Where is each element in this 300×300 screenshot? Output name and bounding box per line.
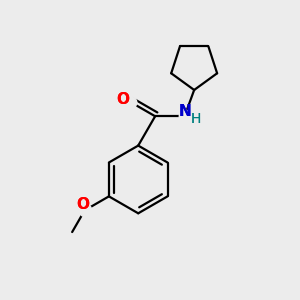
Text: N: N	[179, 104, 192, 119]
Text: H: H	[190, 112, 201, 126]
Text: H: H	[190, 112, 201, 126]
Text: O: O	[117, 92, 130, 107]
Text: O: O	[117, 92, 130, 107]
Text: O: O	[77, 197, 90, 212]
Text: N: N	[179, 104, 192, 119]
Text: O: O	[77, 197, 90, 212]
